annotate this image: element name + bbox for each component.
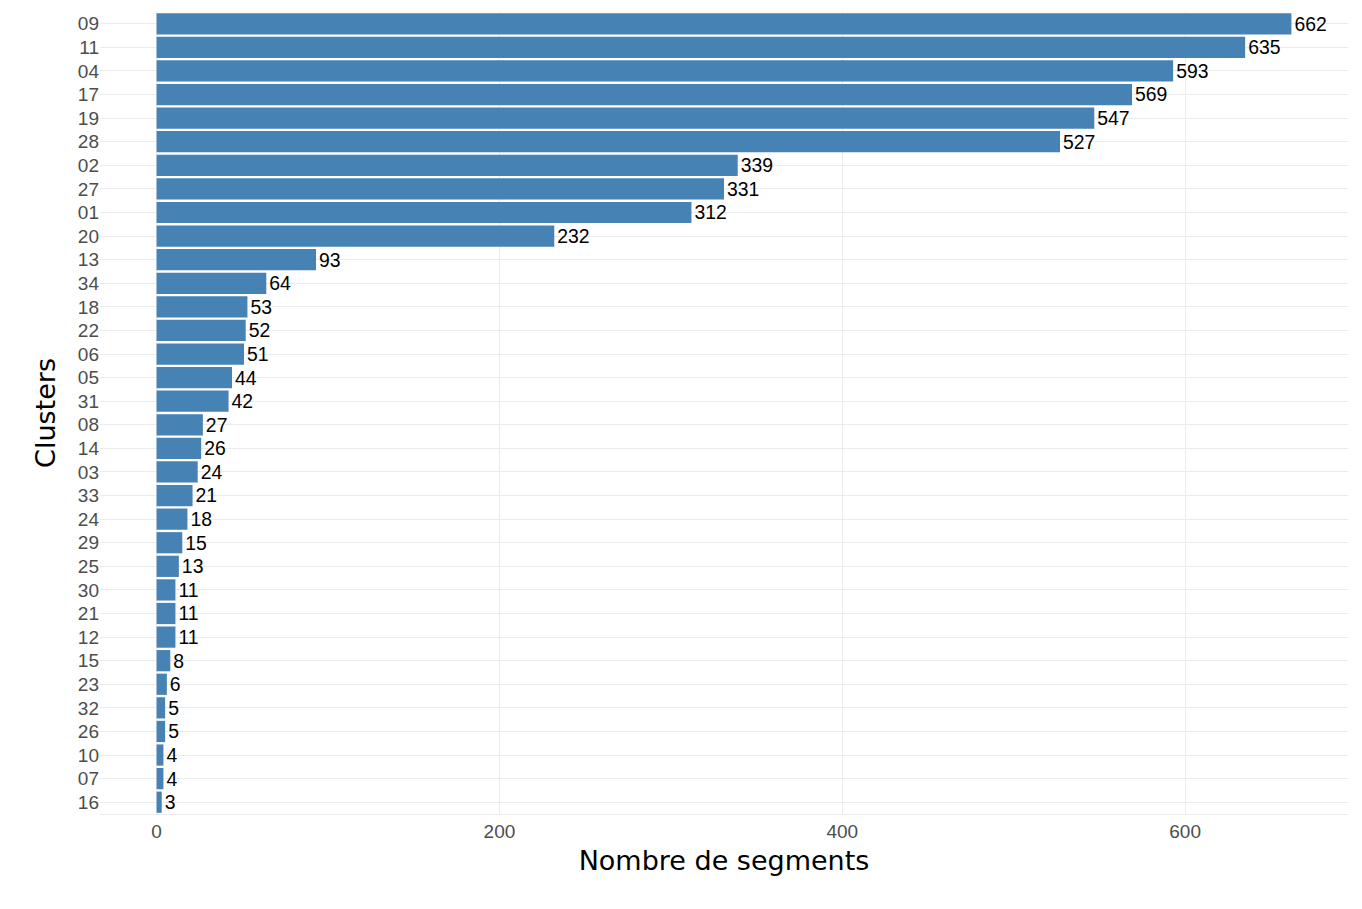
svg-text:527: 527 <box>1063 131 1095 153</box>
svg-text:18: 18 <box>190 508 212 530</box>
svg-text:569: 569 <box>1135 83 1167 105</box>
svg-text:27: 27 <box>78 179 99 200</box>
svg-text:53: 53 <box>250 296 272 318</box>
svg-text:662: 662 <box>1294 13 1326 35</box>
svg-text:52: 52 <box>249 319 271 341</box>
svg-text:23: 23 <box>78 674 99 695</box>
svg-text:11: 11 <box>178 579 198 601</box>
svg-text:547: 547 <box>1097 107 1129 129</box>
svg-text:25: 25 <box>78 556 99 577</box>
svg-text:3: 3 <box>165 791 176 813</box>
svg-text:312: 312 <box>694 201 726 223</box>
svg-text:11: 11 <box>79 37 99 58</box>
svg-text:64: 64 <box>269 272 291 294</box>
svg-text:24: 24 <box>201 461 223 483</box>
svg-text:635: 635 <box>1248 36 1280 58</box>
svg-text:26: 26 <box>204 437 226 459</box>
svg-text:02: 02 <box>78 155 99 176</box>
svg-text:13: 13 <box>78 249 99 270</box>
svg-text:34: 34 <box>78 273 100 294</box>
svg-text:26: 26 <box>78 721 99 742</box>
svg-text:6: 6 <box>170 673 181 695</box>
svg-text:20: 20 <box>78 226 99 247</box>
svg-text:14: 14 <box>78 438 100 459</box>
svg-text:05: 05 <box>78 367 99 388</box>
svg-text:15: 15 <box>78 650 99 671</box>
svg-text:18: 18 <box>78 297 99 318</box>
svg-text:06: 06 <box>78 344 99 365</box>
svg-text:232: 232 <box>557 225 589 247</box>
svg-text:01: 01 <box>78 202 99 223</box>
svg-text:08: 08 <box>78 414 99 435</box>
svg-text:93: 93 <box>319 249 341 271</box>
svg-text:07: 07 <box>78 768 99 789</box>
svg-text:24: 24 <box>78 509 100 530</box>
svg-text:11: 11 <box>178 602 198 624</box>
svg-text:13: 13 <box>182 555 204 577</box>
svg-text:331: 331 <box>727 178 759 200</box>
svg-text:16: 16 <box>78 792 99 813</box>
svg-text:4: 4 <box>166 744 177 766</box>
svg-text:200: 200 <box>484 821 516 842</box>
svg-text:Clusters: Clusters <box>30 358 61 468</box>
svg-text:17: 17 <box>78 84 99 105</box>
svg-text:03: 03 <box>78 462 99 483</box>
svg-text:5: 5 <box>168 720 179 742</box>
svg-text:15: 15 <box>185 532 207 554</box>
svg-text:44: 44 <box>235 367 257 389</box>
svg-text:Nombre de segments: Nombre de segments <box>579 845 870 876</box>
svg-text:0: 0 <box>151 821 162 842</box>
svg-text:11: 11 <box>178 626 198 648</box>
svg-text:32: 32 <box>78 698 99 719</box>
svg-text:31: 31 <box>78 391 99 412</box>
svg-text:51: 51 <box>247 343 269 365</box>
svg-text:27: 27 <box>206 414 228 436</box>
svg-text:8: 8 <box>173 650 184 672</box>
svg-text:5: 5 <box>168 697 179 719</box>
svg-text:593: 593 <box>1176 60 1208 82</box>
svg-text:19: 19 <box>78 108 99 129</box>
svg-text:28: 28 <box>78 131 99 152</box>
svg-text:04: 04 <box>78 61 100 82</box>
svg-text:21: 21 <box>196 484 218 506</box>
svg-text:10: 10 <box>78 745 99 766</box>
svg-text:33: 33 <box>78 485 99 506</box>
svg-text:600: 600 <box>1169 821 1201 842</box>
svg-text:42: 42 <box>232 390 254 412</box>
svg-text:09: 09 <box>78 13 99 34</box>
svg-text:30: 30 <box>78 580 99 601</box>
svg-text:22: 22 <box>78 320 99 341</box>
svg-text:12: 12 <box>78 627 99 648</box>
svg-text:400: 400 <box>826 821 858 842</box>
svg-text:339: 339 <box>741 154 773 176</box>
svg-text:4: 4 <box>166 768 177 790</box>
svg-text:21: 21 <box>78 603 99 624</box>
svg-text:29: 29 <box>78 532 99 553</box>
